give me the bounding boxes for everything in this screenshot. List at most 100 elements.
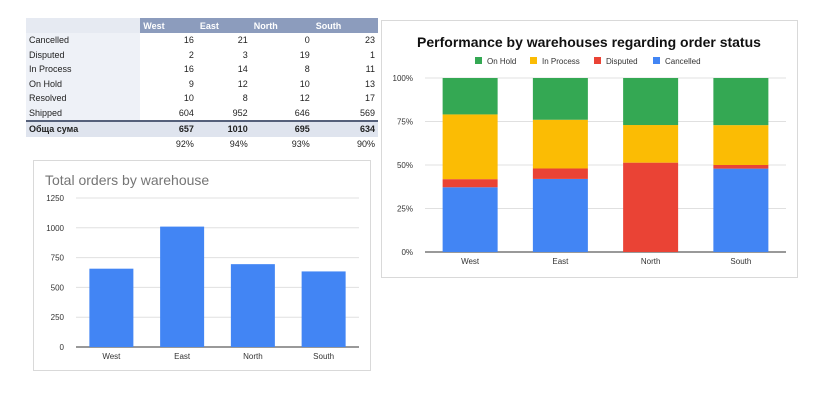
bar-west xyxy=(89,268,134,347)
bar-segment-north-in-process xyxy=(623,125,679,163)
row-label[interactable]: Shipped xyxy=(26,105,141,121)
table-cell[interactable]: 16 xyxy=(183,64,194,75)
total-orders-chart[interactable]: Total orders by warehouse 0 250 500 750 1000 1… xyxy=(33,160,371,371)
x-tick-label: West xyxy=(461,257,480,266)
legend-label: In Process xyxy=(542,57,580,66)
x-tick-label: North xyxy=(243,352,263,361)
bar-segment-south-on-hold xyxy=(713,78,769,126)
legend-swatch xyxy=(530,57,537,64)
y-tick-label: 25% xyxy=(397,205,413,214)
table-row: On Hold 9 12 10 13 xyxy=(26,76,378,91)
x-tick-label: South xyxy=(730,257,751,266)
table-cell[interactable]: 10 xyxy=(299,78,310,89)
row-label[interactable]: Resolved xyxy=(26,91,141,106)
bar-east xyxy=(160,226,205,347)
table-header-row: West East North South xyxy=(26,18,378,33)
bar-south xyxy=(301,271,346,347)
table-cell[interactable]: 2 xyxy=(188,49,194,60)
bar-segment-west-disputed xyxy=(442,179,498,188)
data-table: West East North South Cancelled 16 21 0 … xyxy=(26,18,378,151)
table-row: Disputed 2 3 19 1 xyxy=(26,47,378,62)
header-west[interactable]: West xyxy=(140,18,197,33)
header-east[interactable]: East xyxy=(196,18,251,33)
table-cell[interactable]: 8 xyxy=(304,64,310,75)
legend-swatch xyxy=(653,57,660,64)
y-tick-label: 1250 xyxy=(46,194,64,203)
row-label[interactable]: Cancelled xyxy=(26,33,141,48)
table-cell[interactable]: 12 xyxy=(237,78,248,89)
total-cell[interactable]: 657 xyxy=(140,120,197,137)
percent-cell[interactable]: 94% xyxy=(196,136,251,151)
table-cell[interactable]: 1 xyxy=(369,49,375,60)
table-row: In Process 16 14 8 11 xyxy=(26,62,378,77)
x-tick-label: East xyxy=(552,257,569,266)
row-label[interactable]: In Process xyxy=(26,62,141,77)
total-cell[interactable]: 634 xyxy=(312,120,378,137)
table-cell[interactable]: 14 xyxy=(237,64,248,75)
table-cell[interactable]: 0 xyxy=(304,35,310,46)
y-tick-label: 500 xyxy=(51,283,65,292)
legend-label: On Hold xyxy=(487,57,516,66)
table-corner xyxy=(26,18,141,33)
table-cell[interactable]: 646 xyxy=(294,107,310,118)
table-cell[interactable]: 19 xyxy=(299,49,310,60)
table-cell[interactable]: 16 xyxy=(183,35,194,46)
table-percent-row: 92% 94% 93% 90% xyxy=(26,136,378,151)
bar-segment-north-disputed xyxy=(623,162,679,252)
bar-segment-east-disputed xyxy=(532,168,588,179)
bar-segment-south-cancelled xyxy=(713,168,769,252)
bar-segment-south-in-process xyxy=(713,125,769,165)
table-cell[interactable]: 952 xyxy=(232,107,248,118)
table-cell[interactable]: 12 xyxy=(299,93,310,104)
header-south[interactable]: South xyxy=(312,18,378,33)
x-tick-label: East xyxy=(174,352,191,361)
table-row: Shipped 604 952 646 569 xyxy=(26,105,378,121)
legend-swatch xyxy=(475,57,482,64)
status-performance-chart[interactable]: Performance by warehouses regarding orde… xyxy=(381,20,798,278)
chart-title: Performance by warehouses regarding orde… xyxy=(417,34,761,50)
total-cell[interactable]: 1010 xyxy=(196,120,251,137)
legend-swatch xyxy=(594,57,601,64)
table-cell[interactable]: 3 xyxy=(242,49,248,60)
x-tick-label: North xyxy=(641,257,661,266)
total-label[interactable]: Обща сума xyxy=(26,120,141,137)
y-tick-label: 75% xyxy=(397,118,413,127)
total-cell[interactable]: 695 xyxy=(250,120,313,137)
y-tick-label: 1000 xyxy=(46,224,64,233)
bar-segment-west-on-hold xyxy=(442,78,498,115)
bar-segment-south-disputed xyxy=(713,165,769,169)
bar-north xyxy=(230,264,275,347)
table-cell[interactable]: 8 xyxy=(242,93,248,104)
percent-cell[interactable]: 93% xyxy=(250,136,313,151)
table-cell[interactable]: 11 xyxy=(365,64,375,75)
header-north[interactable]: North xyxy=(250,18,313,33)
table-cell[interactable]: 17 xyxy=(364,93,375,104)
percent-cell[interactable]: 90% xyxy=(312,136,378,151)
percent-label[interactable] xyxy=(26,136,141,151)
percent-cell[interactable]: 92% xyxy=(140,136,197,151)
table-cell[interactable]: 23 xyxy=(364,35,375,46)
bar-segment-east-in-process xyxy=(532,119,588,169)
status-performance-chart-svg: Performance by warehouses regarding orde… xyxy=(393,34,786,266)
row-label[interactable]: On Hold xyxy=(26,76,141,91)
table-cell[interactable]: 21 xyxy=(237,35,248,46)
bar-segment-north-on-hold xyxy=(623,78,679,126)
table-cell[interactable]: 604 xyxy=(178,107,194,118)
bar-segment-west-cancelled xyxy=(442,187,498,252)
table-row: Resolved 10 8 12 17 xyxy=(26,91,378,106)
y-tick-label: 750 xyxy=(51,254,65,263)
table-cell[interactable]: 569 xyxy=(359,107,375,118)
table-cell[interactable]: 13 xyxy=(364,78,375,89)
legend-label: Disputed xyxy=(606,57,638,66)
bar-segment-east-on-hold xyxy=(532,78,588,120)
x-tick-label: West xyxy=(102,352,121,361)
table-cell[interactable]: 9 xyxy=(188,78,194,89)
bar-segment-east-cancelled xyxy=(532,178,588,252)
table-total-row: Обща сума 657 1010 695 634 xyxy=(26,120,378,137)
y-tick-label: 0 xyxy=(60,343,65,352)
table-row: Cancelled 16 21 0 23 xyxy=(26,33,378,48)
chart-title: Total orders by warehouse xyxy=(45,172,209,188)
y-tick-label: 0% xyxy=(401,248,413,257)
table-cell[interactable]: 10 xyxy=(183,93,194,104)
row-label[interactable]: Disputed xyxy=(26,47,141,62)
